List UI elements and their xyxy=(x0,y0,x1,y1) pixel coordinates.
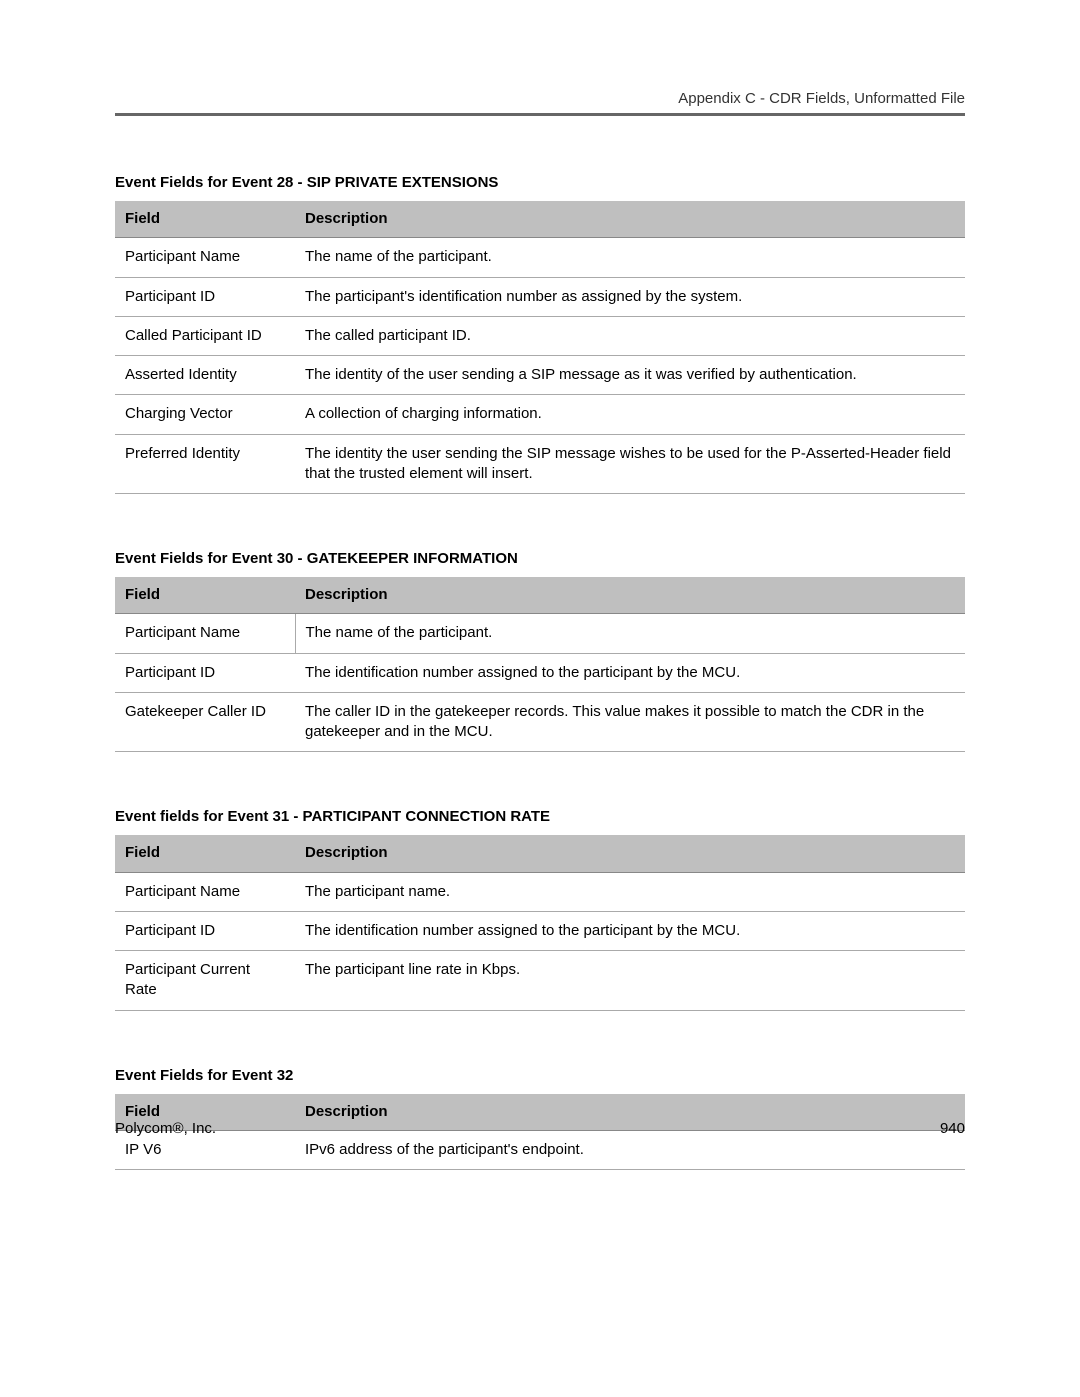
cell-description: The name of the participant. xyxy=(295,614,965,653)
section-title: Event Fields for Event 32 xyxy=(115,1067,965,1084)
cell-description: The caller ID in the gatekeeper records.… xyxy=(295,692,965,752)
cell-description: The identity the user sending the SIP me… xyxy=(295,434,965,494)
section: Event Fields for Event 28 - SIP PRIVATE … xyxy=(115,174,965,494)
cell-description: The identification number assigned to th… xyxy=(295,653,965,692)
table-row: Participant NameThe participant name. xyxy=(115,872,965,911)
table-row: Gatekeeper Caller IDThe caller ID in the… xyxy=(115,692,965,752)
table-row: Preferred IdentityThe identity the user … xyxy=(115,434,965,494)
footer-company: Polycom®, Inc. xyxy=(115,1120,216,1137)
table-row: Asserted IdentityThe identity of the use… xyxy=(115,356,965,395)
cell-description: The identification number assigned to th… xyxy=(295,911,965,950)
column-header-field: Field xyxy=(115,835,295,872)
table-row: Called Participant IDThe called particip… xyxy=(115,316,965,355)
cell-field: Charging Vector xyxy=(115,395,295,434)
cell-description: A collection of charging information. xyxy=(295,395,965,434)
running-header: Appendix C - CDR Fields, Unformatted Fil… xyxy=(115,90,965,107)
cell-field: Participant Name xyxy=(115,614,295,653)
cell-description: The participant name. xyxy=(295,872,965,911)
table-row: Participant NameThe name of the particip… xyxy=(115,238,965,277)
cell-field: Participant ID xyxy=(115,277,295,316)
cell-field: Participant Name xyxy=(115,872,295,911)
section-title: Event Fields for Event 28 - SIP PRIVATE … xyxy=(115,174,965,191)
cell-field: Asserted Identity xyxy=(115,356,295,395)
section-title: Event Fields for Event 30 - GATEKEEPER I… xyxy=(115,550,965,567)
cell-field: Participant Current Rate xyxy=(115,951,295,1011)
cell-description: The name of the participant. xyxy=(295,238,965,277)
table-row: Participant Current RateThe participant … xyxy=(115,951,965,1011)
section-title: Event fields for Event 31 - PARTICIPANT … xyxy=(115,808,965,825)
field-table: FieldDescriptionParticipant NameThe name… xyxy=(115,577,965,752)
cell-field: Called Participant ID xyxy=(115,316,295,355)
page-footer: Polycom®, Inc. 940 xyxy=(115,1120,965,1137)
cell-description: The participant's identification number … xyxy=(295,277,965,316)
cell-field: Participant ID xyxy=(115,911,295,950)
column-header-description: Description xyxy=(295,835,965,872)
cell-field: Preferred Identity xyxy=(115,434,295,494)
column-header-field: Field xyxy=(115,201,295,238)
table-row: Participant IDThe identification number … xyxy=(115,911,965,950)
table-row: Participant NameThe name of the particip… xyxy=(115,614,965,653)
cell-description: The identity of the user sending a SIP m… xyxy=(295,356,965,395)
cell-field: Participant ID xyxy=(115,653,295,692)
table-row: Participant IDThe participant's identifi… xyxy=(115,277,965,316)
section: Event Fields for Event 32FieldDescriptio… xyxy=(115,1067,965,1171)
cell-field: Gatekeeper Caller ID xyxy=(115,692,295,752)
footer-page-number: 940 xyxy=(940,1120,965,1137)
table-row: Participant IDThe identification number … xyxy=(115,653,965,692)
field-table: FieldDescriptionParticipant NameThe name… xyxy=(115,201,965,494)
cell-description: The participant line rate in Kbps. xyxy=(295,951,965,1011)
cell-field: Participant Name xyxy=(115,238,295,277)
column-header-description: Description xyxy=(295,577,965,614)
field-table: FieldDescriptionParticipant NameThe part… xyxy=(115,835,965,1010)
cell-description: The called participant ID. xyxy=(295,316,965,355)
section: Event Fields for Event 30 - GATEKEEPER I… xyxy=(115,550,965,752)
header-rule xyxy=(115,113,965,116)
column-header-description: Description xyxy=(295,201,965,238)
column-header-field: Field xyxy=(115,577,295,614)
section: Event fields for Event 31 - PARTICIPANT … xyxy=(115,808,965,1010)
table-row: Charging VectorA collection of charging … xyxy=(115,395,965,434)
